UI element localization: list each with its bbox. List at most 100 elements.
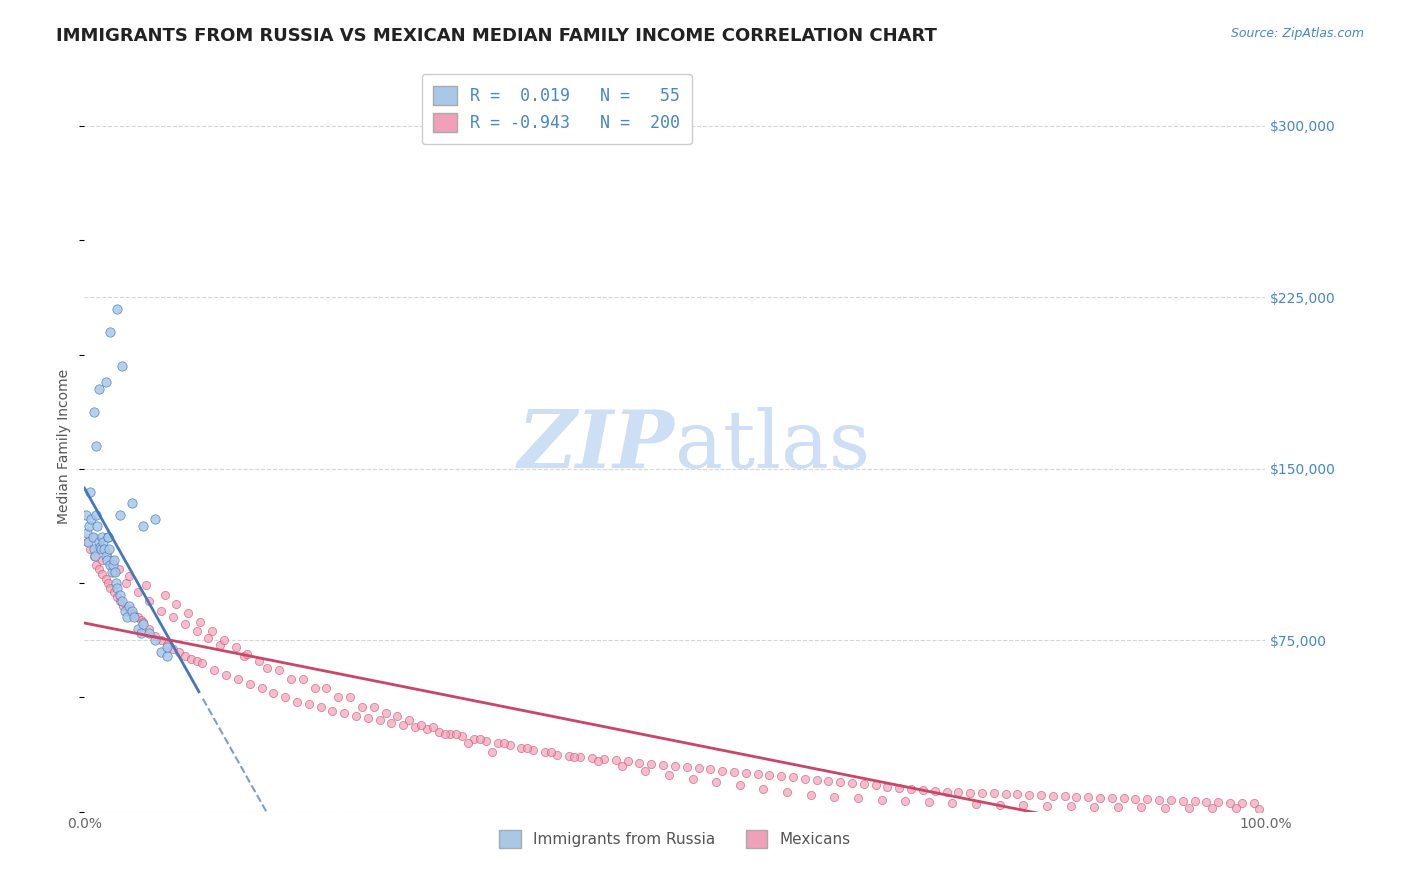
- Point: [492, 736, 515, 750]
- Point: [498, 739, 520, 753]
- Point: [132, 615, 155, 629]
- Point: [782, 771, 804, 785]
- Point: [298, 698, 321, 712]
- Point: [374, 706, 396, 721]
- Point: [162, 610, 184, 624]
- Point: [1195, 795, 1218, 809]
- Point: [100, 565, 122, 579]
- Point: [1053, 789, 1076, 804]
- Point: [1154, 800, 1177, 814]
- Point: [870, 793, 893, 807]
- Point: [398, 714, 420, 728]
- Point: [103, 553, 125, 567]
- Point: [1088, 790, 1111, 805]
- Point: [658, 768, 681, 782]
- Point: [105, 576, 128, 591]
- Point: [232, 649, 254, 664]
- Point: [118, 603, 141, 617]
- Point: [634, 764, 657, 778]
- Point: [83, 549, 105, 563]
- Point: [865, 779, 887, 793]
- Point: [162, 642, 184, 657]
- Point: [1018, 788, 1040, 802]
- Point: [675, 760, 697, 774]
- Text: Source: ZipAtlas.com: Source: ZipAtlas.com: [1230, 27, 1364, 40]
- Point: [129, 626, 152, 640]
- Point: [75, 508, 97, 522]
- Point: [1059, 799, 1081, 814]
- Point: [94, 572, 117, 586]
- Point: [226, 672, 249, 686]
- Point: [446, 727, 468, 741]
- Point: [1160, 793, 1182, 807]
- Point: [97, 530, 120, 544]
- Point: [948, 785, 970, 799]
- Point: [640, 756, 662, 771]
- Point: [269, 663, 291, 677]
- Point: [1083, 799, 1105, 814]
- Point: [339, 690, 361, 705]
- Point: [752, 781, 775, 796]
- Point: [404, 720, 426, 734]
- Point: [87, 535, 110, 549]
- Point: [830, 775, 852, 789]
- Point: [121, 606, 143, 620]
- Point: [1177, 801, 1199, 815]
- Point: [188, 615, 211, 629]
- Point: [422, 720, 444, 734]
- Point: [143, 512, 166, 526]
- Point: [122, 608, 145, 623]
- Point: [156, 638, 179, 652]
- Point: [758, 768, 780, 782]
- Point: [173, 617, 195, 632]
- Point: [127, 622, 149, 636]
- Point: [143, 629, 166, 643]
- Point: [321, 704, 343, 718]
- Point: [357, 711, 380, 725]
- Point: [1101, 791, 1123, 805]
- Point: [427, 724, 450, 739]
- Point: [1219, 796, 1241, 810]
- Point: [138, 626, 160, 640]
- Point: [1201, 801, 1223, 815]
- Point: [368, 714, 391, 728]
- Point: [1007, 788, 1029, 802]
- Point: [889, 780, 911, 795]
- Point: [93, 541, 115, 556]
- Point: [111, 359, 134, 373]
- Point: [959, 785, 981, 799]
- Point: [138, 594, 160, 608]
- Legend: Immigrants from Russia, Mexicans: Immigrants from Russia, Mexicans: [492, 822, 858, 855]
- Point: [96, 546, 118, 560]
- Point: [122, 610, 145, 624]
- Point: [177, 606, 200, 620]
- Point: [409, 718, 432, 732]
- Point: [94, 375, 117, 389]
- Point: [1249, 801, 1271, 815]
- Point: [1107, 800, 1129, 814]
- Point: [516, 740, 538, 755]
- Point: [77, 519, 100, 533]
- Point: [104, 565, 127, 579]
- Point: [463, 731, 485, 746]
- Point: [1230, 796, 1253, 810]
- Point: [98, 558, 121, 572]
- Point: [776, 785, 799, 799]
- Point: [682, 772, 704, 786]
- Point: [1184, 794, 1206, 808]
- Point: [86, 519, 108, 533]
- Point: [416, 723, 439, 737]
- Point: [522, 743, 544, 757]
- Point: [212, 633, 235, 648]
- Point: [610, 759, 633, 773]
- Point: [616, 755, 638, 769]
- Point: [167, 645, 190, 659]
- Point: [138, 622, 160, 636]
- Point: [711, 764, 734, 778]
- Text: IMMIGRANTS FROM RUSSIA VS MEXICAN MEDIAN FAMILY INCOME CORRELATION CHART: IMMIGRANTS FROM RUSSIA VS MEXICAN MEDIAN…: [56, 27, 938, 45]
- Point: [924, 784, 946, 798]
- Point: [747, 767, 769, 781]
- Point: [728, 779, 751, 793]
- Point: [108, 594, 131, 608]
- Point: [83, 541, 105, 556]
